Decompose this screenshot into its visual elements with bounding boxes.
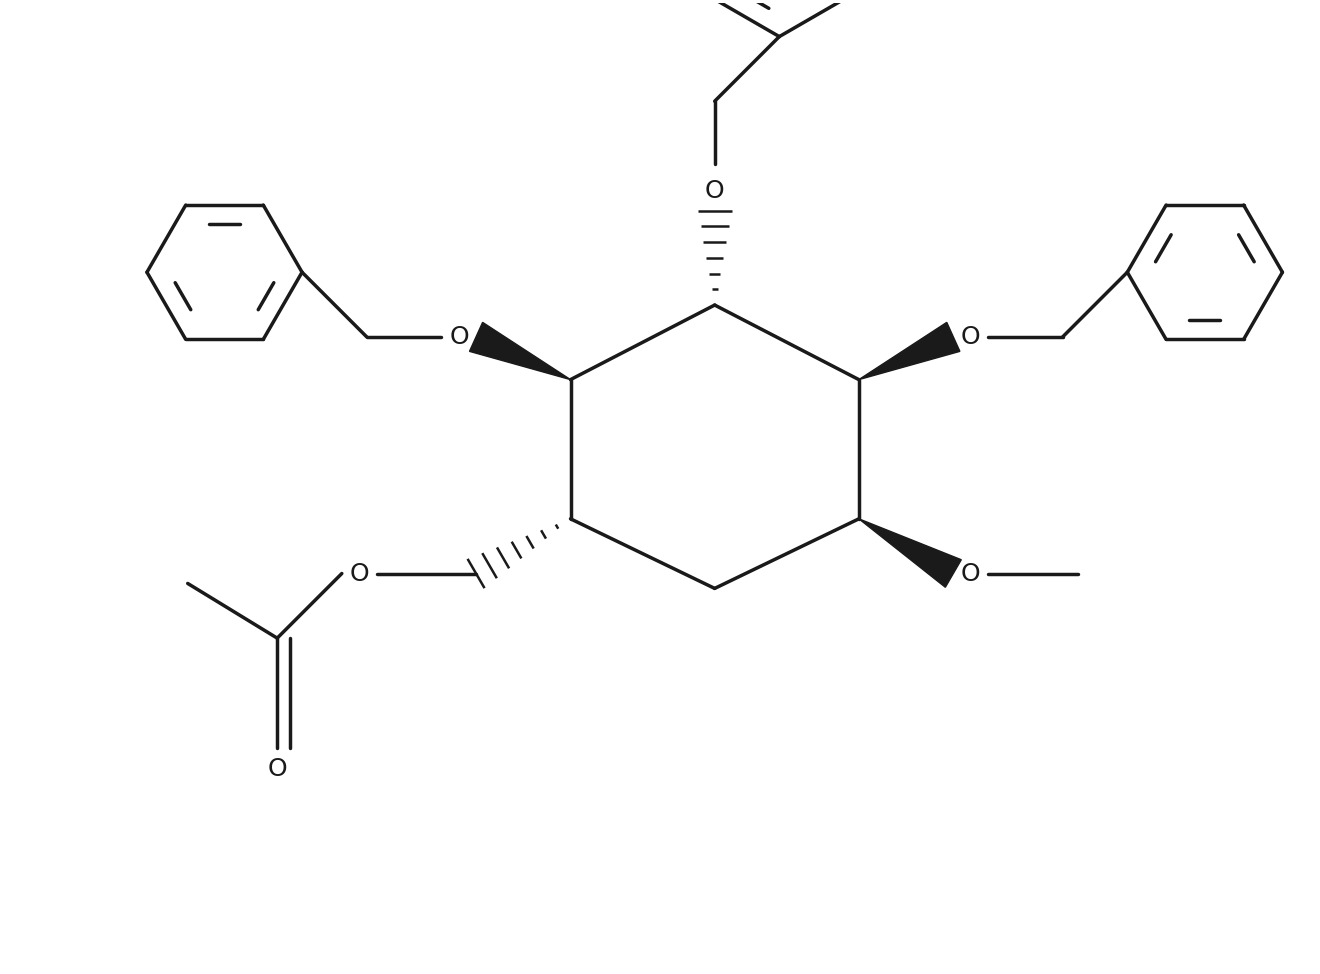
Text: O: O — [705, 178, 725, 203]
Text: O: O — [350, 561, 370, 585]
Text: O: O — [450, 325, 469, 349]
Text: O: O — [960, 325, 979, 349]
Text: O: O — [268, 758, 286, 781]
Polygon shape — [470, 322, 570, 380]
Polygon shape — [859, 322, 960, 380]
Polygon shape — [859, 519, 961, 587]
Text: O: O — [960, 561, 979, 585]
